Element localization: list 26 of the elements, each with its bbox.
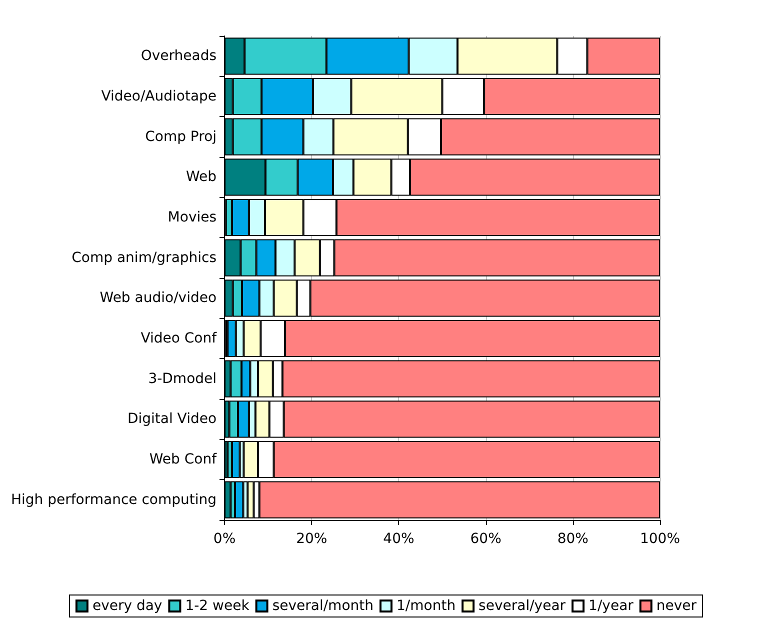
x-tick-label: 100% — [640, 531, 680, 547]
x-tick-label: 80% — [557, 531, 588, 547]
y-tick-label: High performance computing — [10, 492, 217, 508]
y-tick-label: Video/Audiotape — [101, 88, 217, 104]
x-tick-label: 0% — [213, 531, 236, 547]
legend-label: 1-2 week — [185, 598, 250, 614]
y-tick-label: Comp Proj — [145, 128, 217, 145]
legend-label: never — [656, 598, 697, 614]
y-tick-label: Digital Video — [127, 411, 217, 428]
y-tick-label: 3-Dmodel — [148, 370, 217, 387]
bar — [232, 440, 240, 478]
y-tick-label: Video Conf — [140, 330, 218, 346]
y-tick-label: Web — [186, 169, 217, 186]
y-tick-label: Comp anim/graphics — [72, 250, 217, 266]
x-tick-label: 40% — [383, 531, 414, 547]
y-tick-label: Overheads — [140, 48, 217, 64]
legend-label: several/month — [272, 598, 374, 614]
legend-label: 1/year — [588, 598, 634, 614]
legend-label: every day — [92, 598, 162, 614]
y-tick-label: Web audio/video — [100, 290, 217, 306]
x-tick-label: 60% — [470, 531, 502, 547]
legend-label: 1/month — [396, 598, 456, 614]
x-tick-label: 20% — [296, 531, 328, 547]
y-tick-label: Web Conf — [149, 452, 218, 468]
legend-label: several/year — [478, 598, 566, 614]
y-tick-label: Movies — [168, 210, 217, 226]
